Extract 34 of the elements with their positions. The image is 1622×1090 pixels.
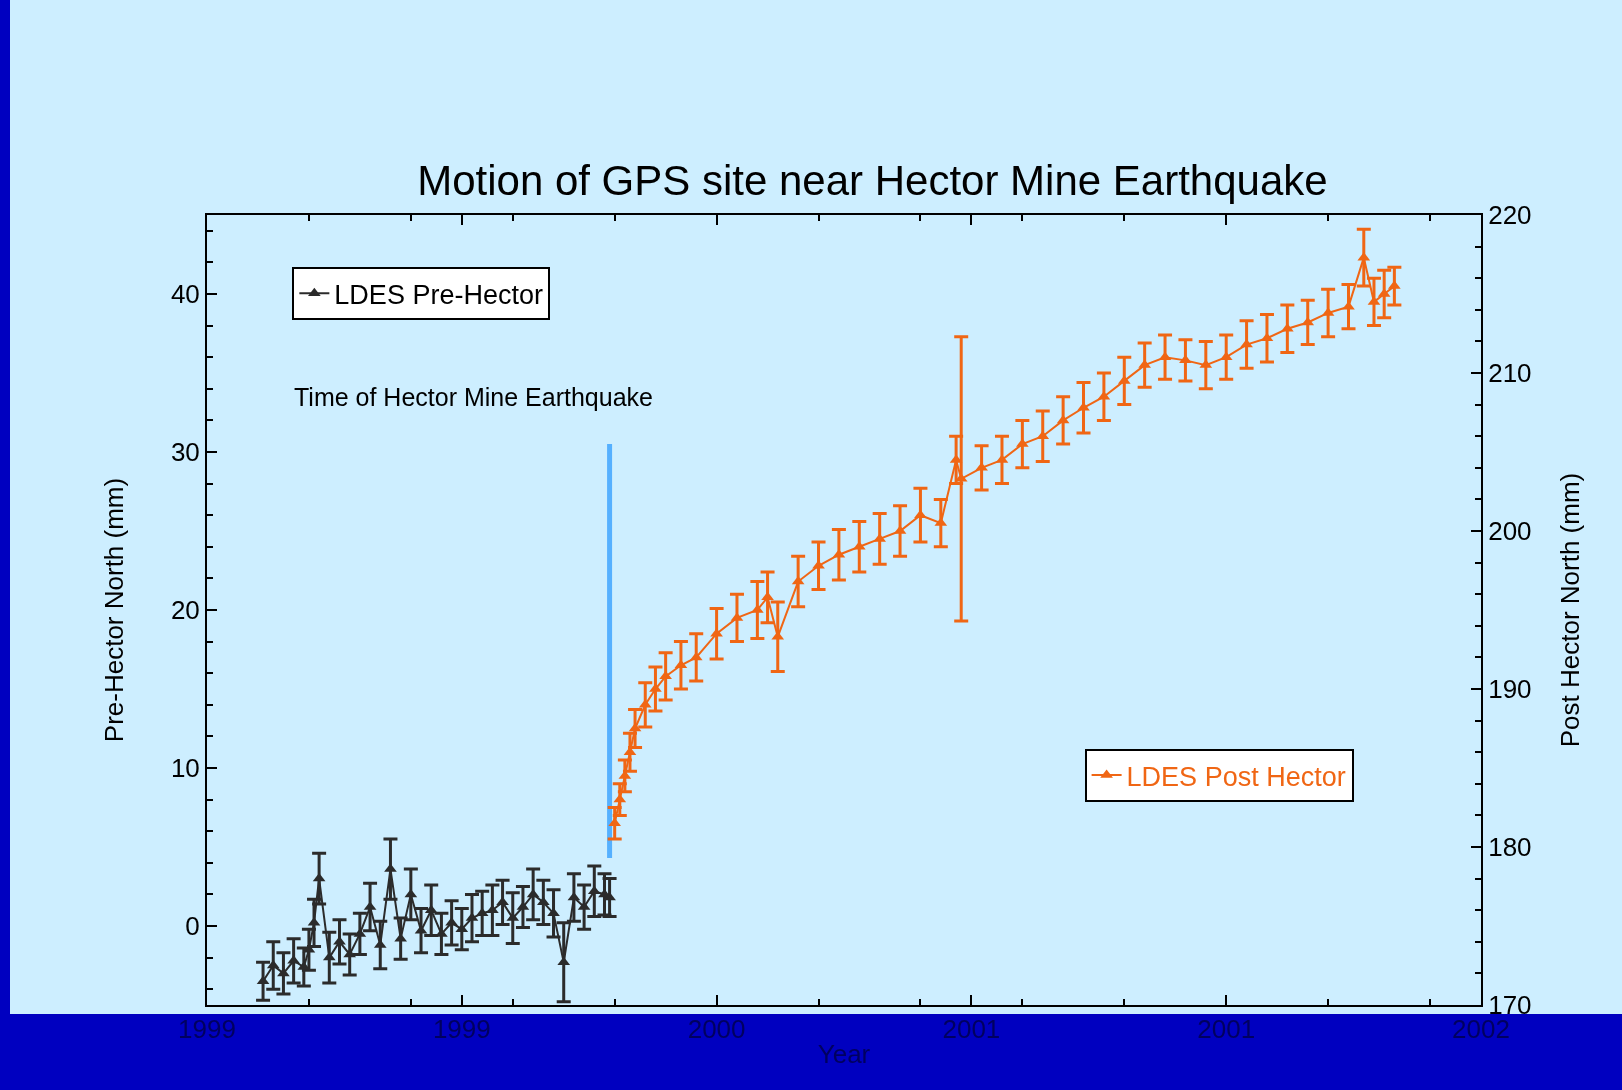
x-axis-title: Year — [817, 1039, 871, 1070]
point — [256, 975, 270, 985]
x-tick-label: 2001 — [942, 1014, 1001, 1045]
y2-tick-label: 180 — [1488, 832, 1532, 863]
point — [689, 651, 703, 661]
y-tick-label: 30 — [170, 437, 200, 468]
point — [608, 817, 622, 827]
chart-title: Motion of GPS site near Hector Mine Earthquake — [417, 156, 1328, 204]
point — [404, 888, 418, 898]
legend-label: LDES Pre-Hector — [334, 279, 543, 310]
annotation: Time of Hector Mine Earthquake — [294, 383, 653, 411]
x-tick-label: 2000 — [687, 1014, 746, 1045]
y-axis-title: Pre-Hector North (mm) — [98, 477, 129, 743]
x-tick-label: 1999 — [432, 1014, 491, 1045]
point — [1056, 414, 1070, 424]
y-tick-label: 10 — [170, 753, 200, 784]
point — [536, 896, 550, 906]
y2-tick-label: 190 — [1488, 674, 1532, 705]
x-tick-label: 1999 — [178, 1014, 236, 1045]
x-tick-label: 2001 — [1197, 1014, 1256, 1045]
point — [343, 948, 357, 958]
y2-axis-title: Post Hector North (mm) — [1554, 472, 1585, 748]
y2-tick-label: 220 — [1488, 200, 1532, 231]
y-tick-label: 20 — [170, 595, 200, 626]
y-tick-label: 0 — [185, 911, 200, 942]
point — [557, 956, 571, 966]
y-tick-label: 40 — [170, 279, 200, 310]
y2-tick-label: 200 — [1488, 516, 1532, 547]
point — [1301, 316, 1315, 326]
point — [526, 888, 540, 898]
legend-label: LDES Post Hector — [1126, 761, 1346, 792]
point — [674, 659, 688, 669]
y2-tick-label: 210 — [1488, 358, 1532, 389]
point — [475, 907, 489, 917]
